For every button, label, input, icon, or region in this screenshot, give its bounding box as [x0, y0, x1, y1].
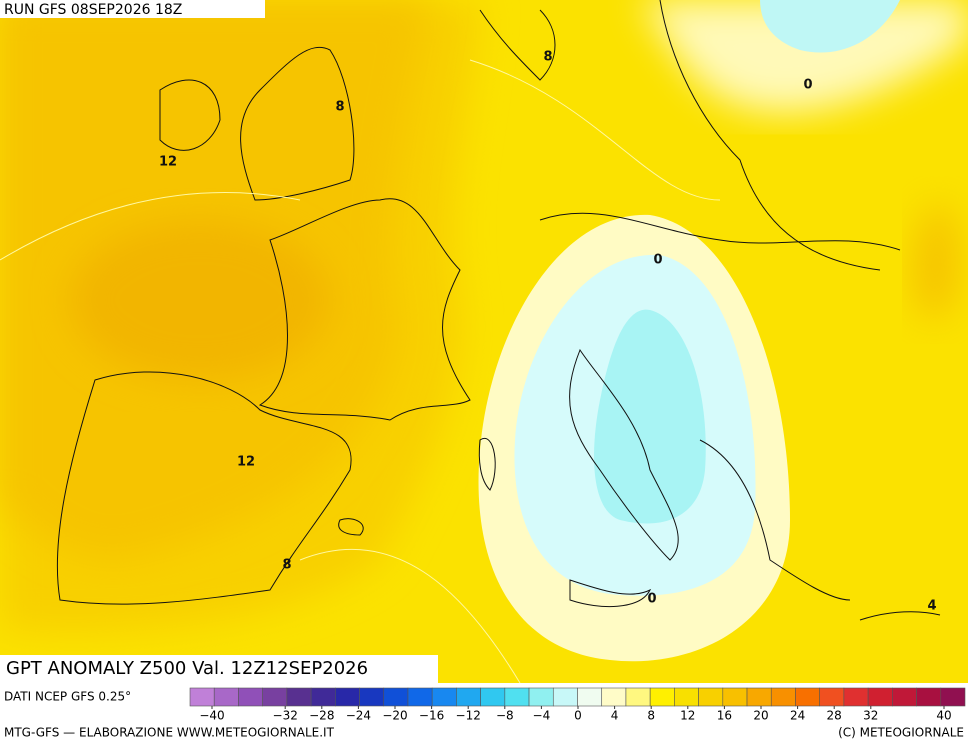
- contour-label: 8: [335, 100, 344, 115]
- colorbar-swatch: [746, 687, 772, 707]
- map-title: GPT ANOMALY Z500 Val. 12Z12SEP2026: [6, 658, 368, 679]
- colorbar-swatch: [625, 687, 651, 707]
- colorbar-tick-label: −32: [273, 709, 298, 723]
- colorbar-swatch: [916, 687, 942, 707]
- colorbar-tick-label: −4: [533, 709, 551, 723]
- colorbar-swatch: [674, 687, 699, 707]
- anomaly-area: [911, 200, 960, 320]
- colorbar-swatch: [698, 687, 724, 707]
- colorbar-swatch: [213, 687, 239, 707]
- run-info: RUN GFS 08SEP2026 18Z: [4, 2, 182, 18]
- colorbar-tick-label: −8: [496, 709, 514, 723]
- contour-label: 12: [159, 155, 177, 170]
- colorbar-swatch: [335, 687, 360, 707]
- colorbar-swatch: [262, 687, 288, 707]
- colorbar-tick-label: −28: [309, 709, 334, 723]
- colorbar-tick-label: −16: [419, 709, 444, 723]
- colorbar-swatch: [892, 687, 917, 707]
- colorbar-swatch: [383, 687, 409, 707]
- colorbar-tick-label: 0: [574, 709, 582, 723]
- anomaly-area: [640, 0, 968, 112]
- coastlines: [56, 0, 941, 621]
- contour-labels: 8 8 12 12 8 0 0 0 4: [159, 50, 937, 614]
- contour-label: 8: [543, 50, 552, 65]
- colorbar-tick-label: −40: [199, 709, 224, 723]
- colorbar-swatch: [238, 687, 263, 707]
- colorbar-tick-label: 28: [827, 709, 842, 723]
- colorbar-swatch: [795, 687, 820, 707]
- footer-left: MTG-GFS — ELABORAZIONE WWW.METEOGIORNALE…: [4, 726, 335, 740]
- colorbar-swatch: [528, 687, 554, 707]
- colorbar-tick-label: −12: [456, 709, 481, 723]
- colorbar-swatch: [552, 687, 578, 707]
- colorbar-tick-label: −20: [382, 709, 407, 723]
- header-box: [0, 0, 265, 18]
- colorbar-swatch: [286, 687, 312, 707]
- colorbar-swatch: [601, 687, 627, 707]
- colorbar-swatch: [843, 687, 869, 707]
- contour-label: 8: [282, 558, 291, 573]
- colorbar-tick-label: 16: [717, 709, 732, 723]
- colorbar-tick-label: 40: [936, 709, 951, 723]
- colorbar-tick-label: −24: [346, 709, 371, 723]
- colorbar-swatch: [456, 687, 481, 707]
- colorbar-swatch: [359, 687, 385, 707]
- colorbar-swatch: [722, 687, 748, 707]
- colorbar-swatch: [407, 687, 433, 707]
- contour-label: 12: [237, 455, 255, 470]
- colorbar-swatch: [819, 687, 845, 707]
- colorbar-tick-label: 8: [647, 709, 655, 723]
- colorbar-tick-label: 20: [753, 709, 768, 723]
- contour-label: 0: [653, 253, 662, 268]
- anomaly-area: [70, 220, 330, 380]
- title-box: [0, 655, 438, 683]
- colorbar-swatch: [649, 687, 675, 707]
- contour-label: 0: [647, 592, 656, 607]
- colorbar-tick-label: 4: [611, 709, 619, 723]
- anomaly-area: [760, 0, 900, 53]
- contour-label: 0: [803, 78, 812, 93]
- contour-lines: [0, 59, 721, 683]
- colorbar-tick-label: 12: [680, 709, 695, 723]
- colorbar-swatch: [504, 687, 530, 707]
- colorbar-tick-label: 24: [790, 709, 805, 723]
- colorbar-swatch: [770, 687, 796, 707]
- colorbar-tick-label: 32: [863, 709, 878, 723]
- colorbar-swatch: [867, 687, 893, 707]
- contour-label: 4: [927, 599, 936, 614]
- data-source: DATI NCEP GFS 0.25°: [4, 690, 131, 704]
- colorbar-swatch: [189, 687, 215, 707]
- colorbar-swatch: [310, 687, 336, 707]
- colorbar-swatch: [577, 687, 603, 707]
- colorbar-swatch: [480, 687, 506, 707]
- map: 8 8 12 12 8 0 0 0 4: [0, 0, 968, 683]
- colorbar-swatch: [431, 687, 457, 707]
- colorbar-swatch: [940, 687, 966, 707]
- footer-right: (C) METEOGIORNALE: [838, 726, 964, 740]
- colorbar: −40 −32 −28 −24 −20 −16 −12 −8 −4 0 4 8 12 16 20 24 28 32…: [189, 687, 966, 723]
- anomaly-area: [594, 309, 706, 524]
